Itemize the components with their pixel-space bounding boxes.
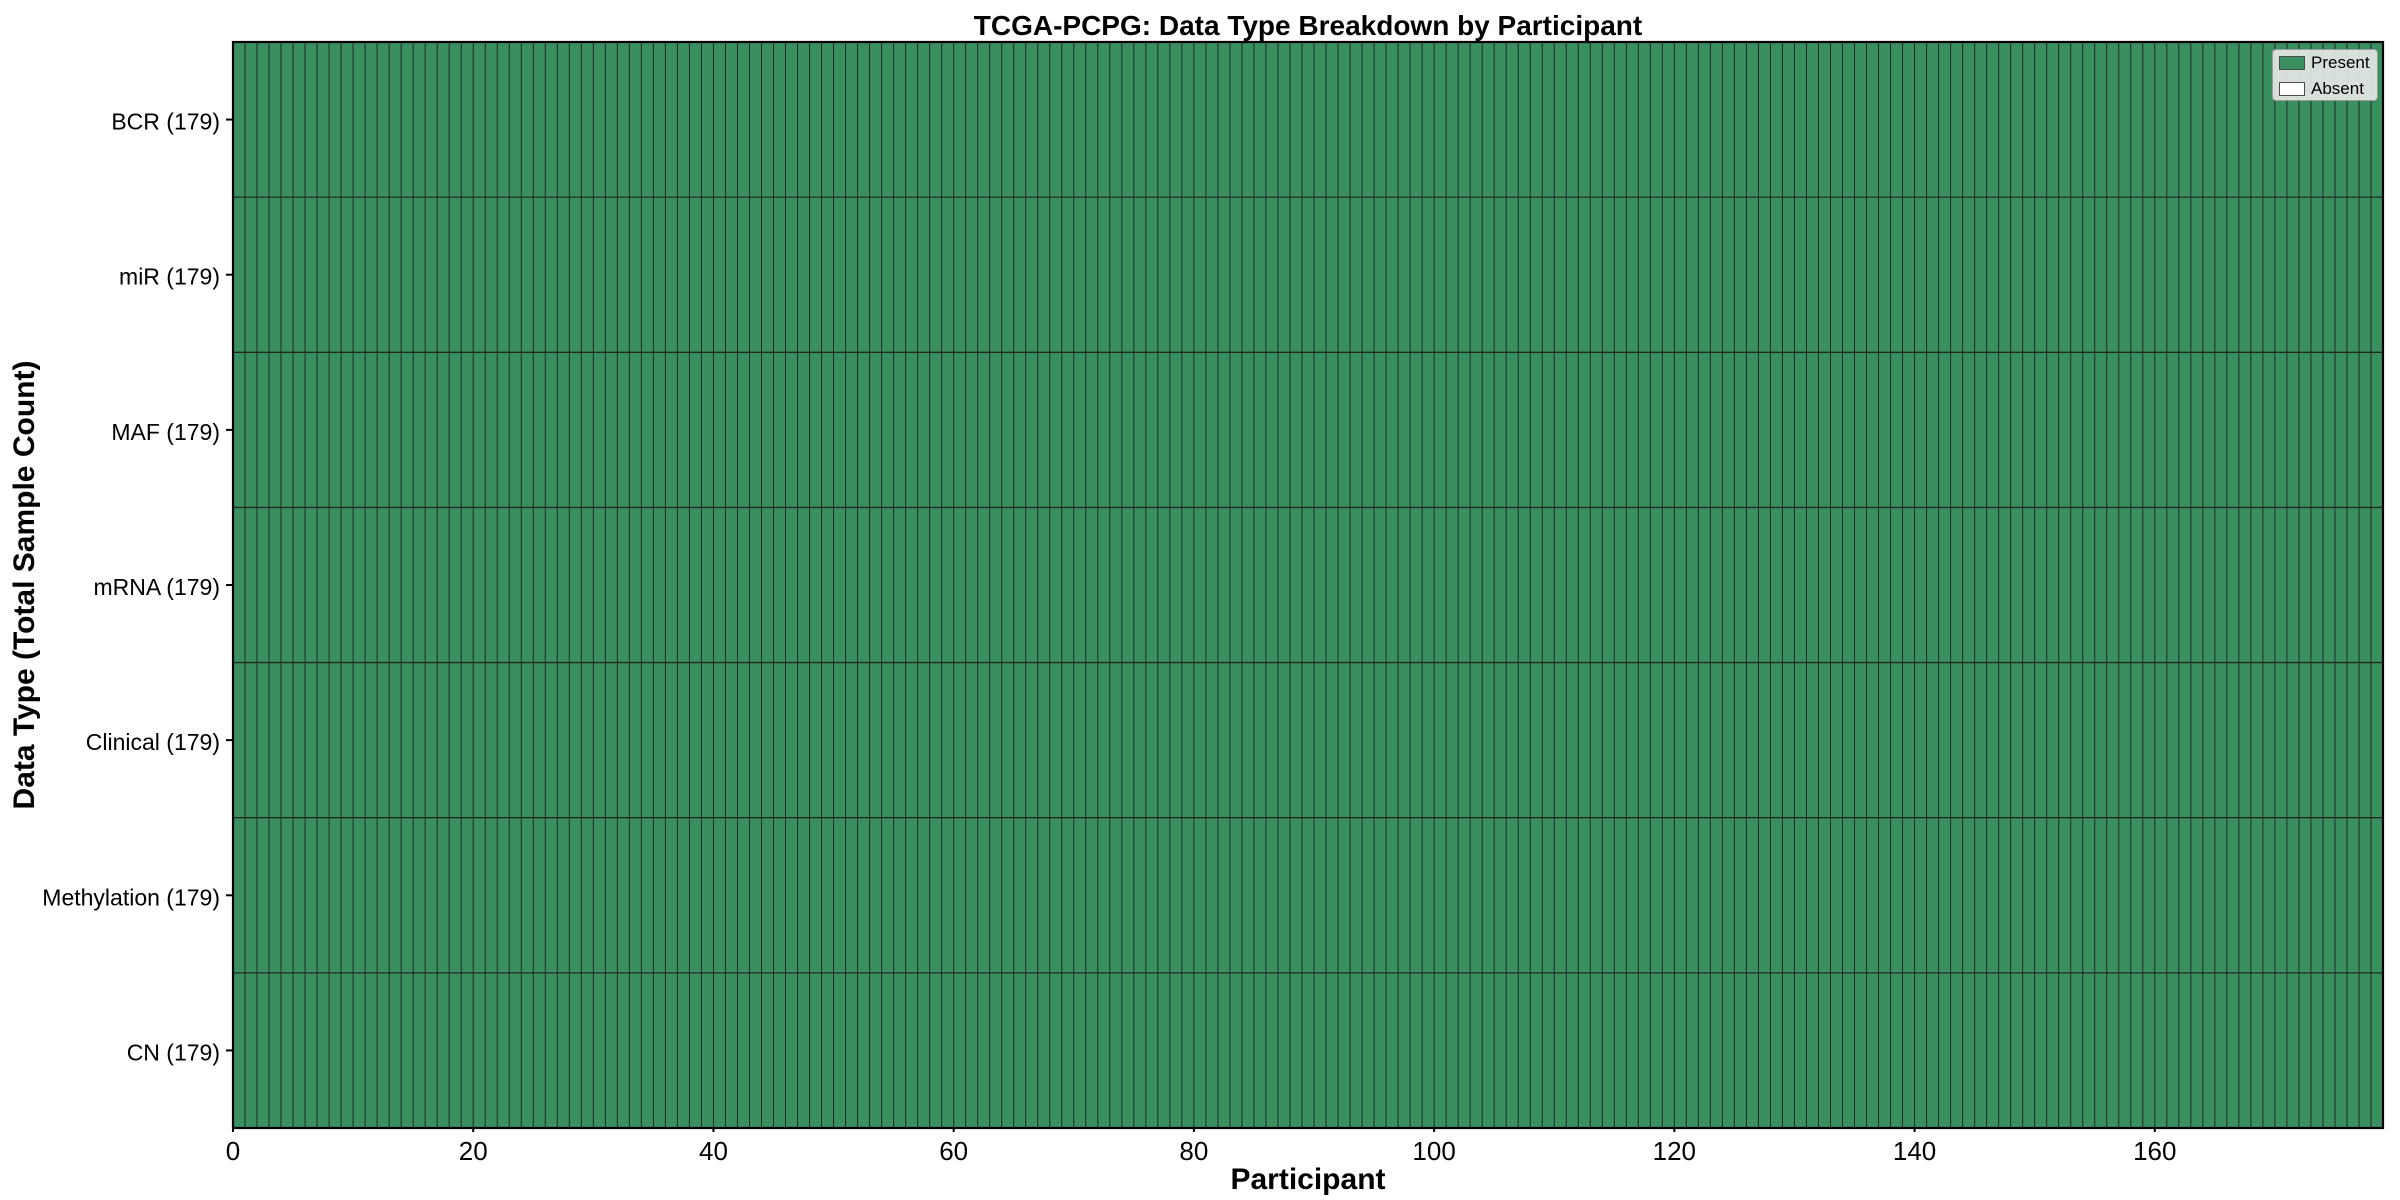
svg-text:BCR (179): BCR (179) <box>111 109 220 135</box>
svg-text:Methylation (179): Methylation (179) <box>42 884 220 910</box>
svg-text:100: 100 <box>1412 1136 1455 1166</box>
svg-text:80: 80 <box>1179 1136 1208 1166</box>
svg-text:160: 160 <box>2133 1136 2176 1166</box>
svg-text:20: 20 <box>459 1136 488 1166</box>
svg-text:0: 0 <box>226 1136 240 1166</box>
svg-text:miR (179): miR (179) <box>119 264 220 290</box>
svg-text:120: 120 <box>1653 1136 1696 1166</box>
svg-text:CN (179): CN (179) <box>127 1039 220 1065</box>
svg-text:40: 40 <box>699 1136 728 1166</box>
svg-text:MAF (179): MAF (179) <box>111 419 220 445</box>
svg-text:Clinical (179): Clinical (179) <box>86 729 220 755</box>
svg-text:140: 140 <box>1893 1136 1936 1166</box>
svg-text:60: 60 <box>939 1136 968 1166</box>
svg-text:mRNA (179): mRNA (179) <box>93 574 220 600</box>
